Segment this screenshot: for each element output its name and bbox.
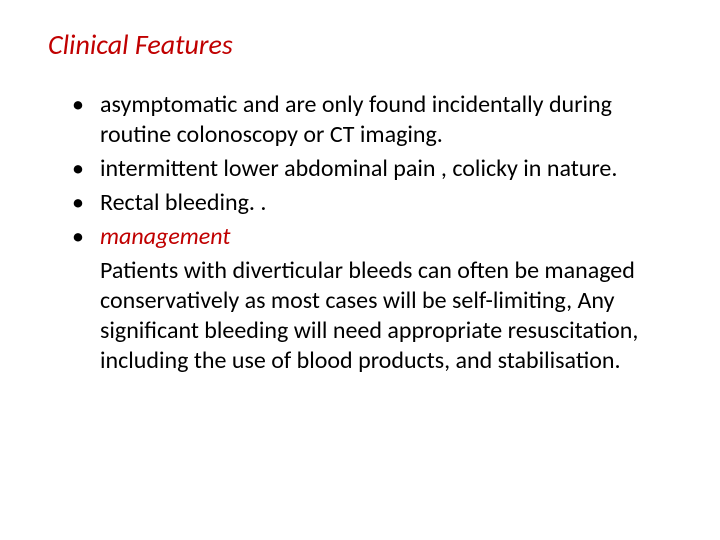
management-paragraph: Patients with diverticular bleeds can of… bbox=[84, 256, 672, 376]
list-item: intermittent lower abdominal pain , coli… bbox=[72, 154, 672, 184]
bullet-text: Rectal bleeding. . bbox=[100, 188, 266, 217]
bullet-text: intermittent lower abdominal pain , coli… bbox=[100, 154, 617, 183]
list-item: asymptomatic and are only found incident… bbox=[72, 90, 672, 150]
bullet-text: management bbox=[100, 222, 230, 251]
slide: Clinical Features asymptomatic and are o… bbox=[0, 0, 720, 540]
list-item: management bbox=[72, 222, 672, 252]
bullet-text: asymptomatic and are only found incident… bbox=[100, 90, 612, 149]
slide-title: Clinical Features bbox=[48, 28, 672, 62]
list-item: Rectal bleeding. . bbox=[72, 188, 672, 218]
bullet-list: asymptomatic and are only found incident… bbox=[72, 90, 672, 252]
